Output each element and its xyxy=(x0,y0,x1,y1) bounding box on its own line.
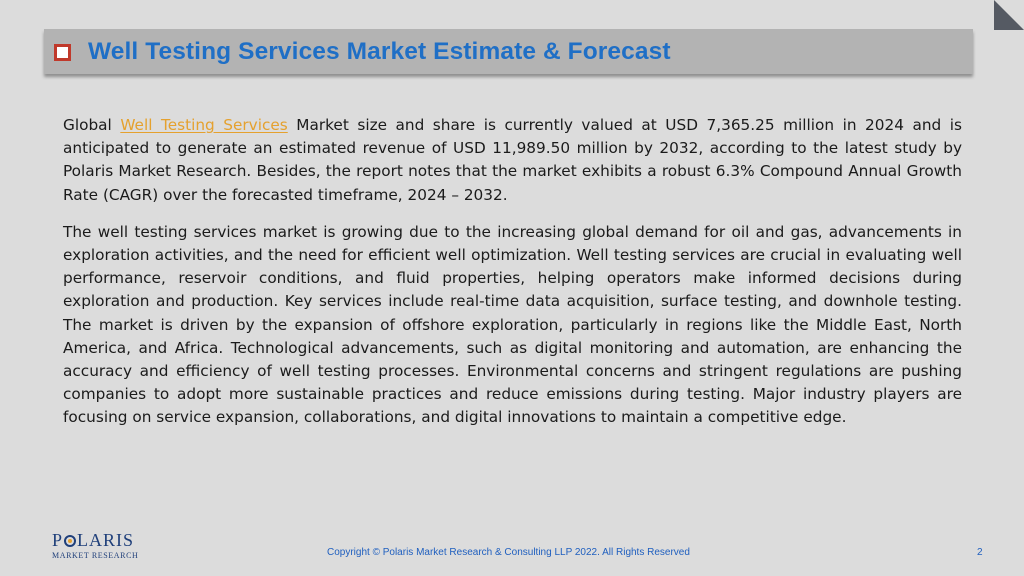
paragraph-market-drivers: The well testing services market is grow… xyxy=(63,222,962,427)
logo-ring-icon xyxy=(64,535,77,547)
paragraph-market-size: Global Well Testing Services Market size… xyxy=(63,114,962,207)
square-bullet-icon xyxy=(54,44,71,61)
copyright-notice: Copyright © Polaris Market Research & Co… xyxy=(327,547,690,558)
polaris-logo: P LARIS MARKET RESEARCH xyxy=(52,530,142,562)
logo-tagline: MARKET RESEARCH xyxy=(52,551,139,560)
title-bar: Well Testing Services Market Estimate & … xyxy=(44,29,973,74)
logo-name: P LARIS xyxy=(52,530,135,550)
slide-title: Well Testing Services Market Estimate & … xyxy=(88,38,671,65)
slide-body: Global Well Testing Services Market size… xyxy=(63,114,962,444)
paragraph-intro-text: Global xyxy=(63,116,121,134)
paragraph-market-size-text: Market size and share is currently value… xyxy=(63,116,962,204)
page-number: 2 xyxy=(977,547,983,558)
well-testing-services-link[interactable]: Well Testing Services xyxy=(120,116,288,134)
page-corner-fold-icon xyxy=(994,0,1024,30)
